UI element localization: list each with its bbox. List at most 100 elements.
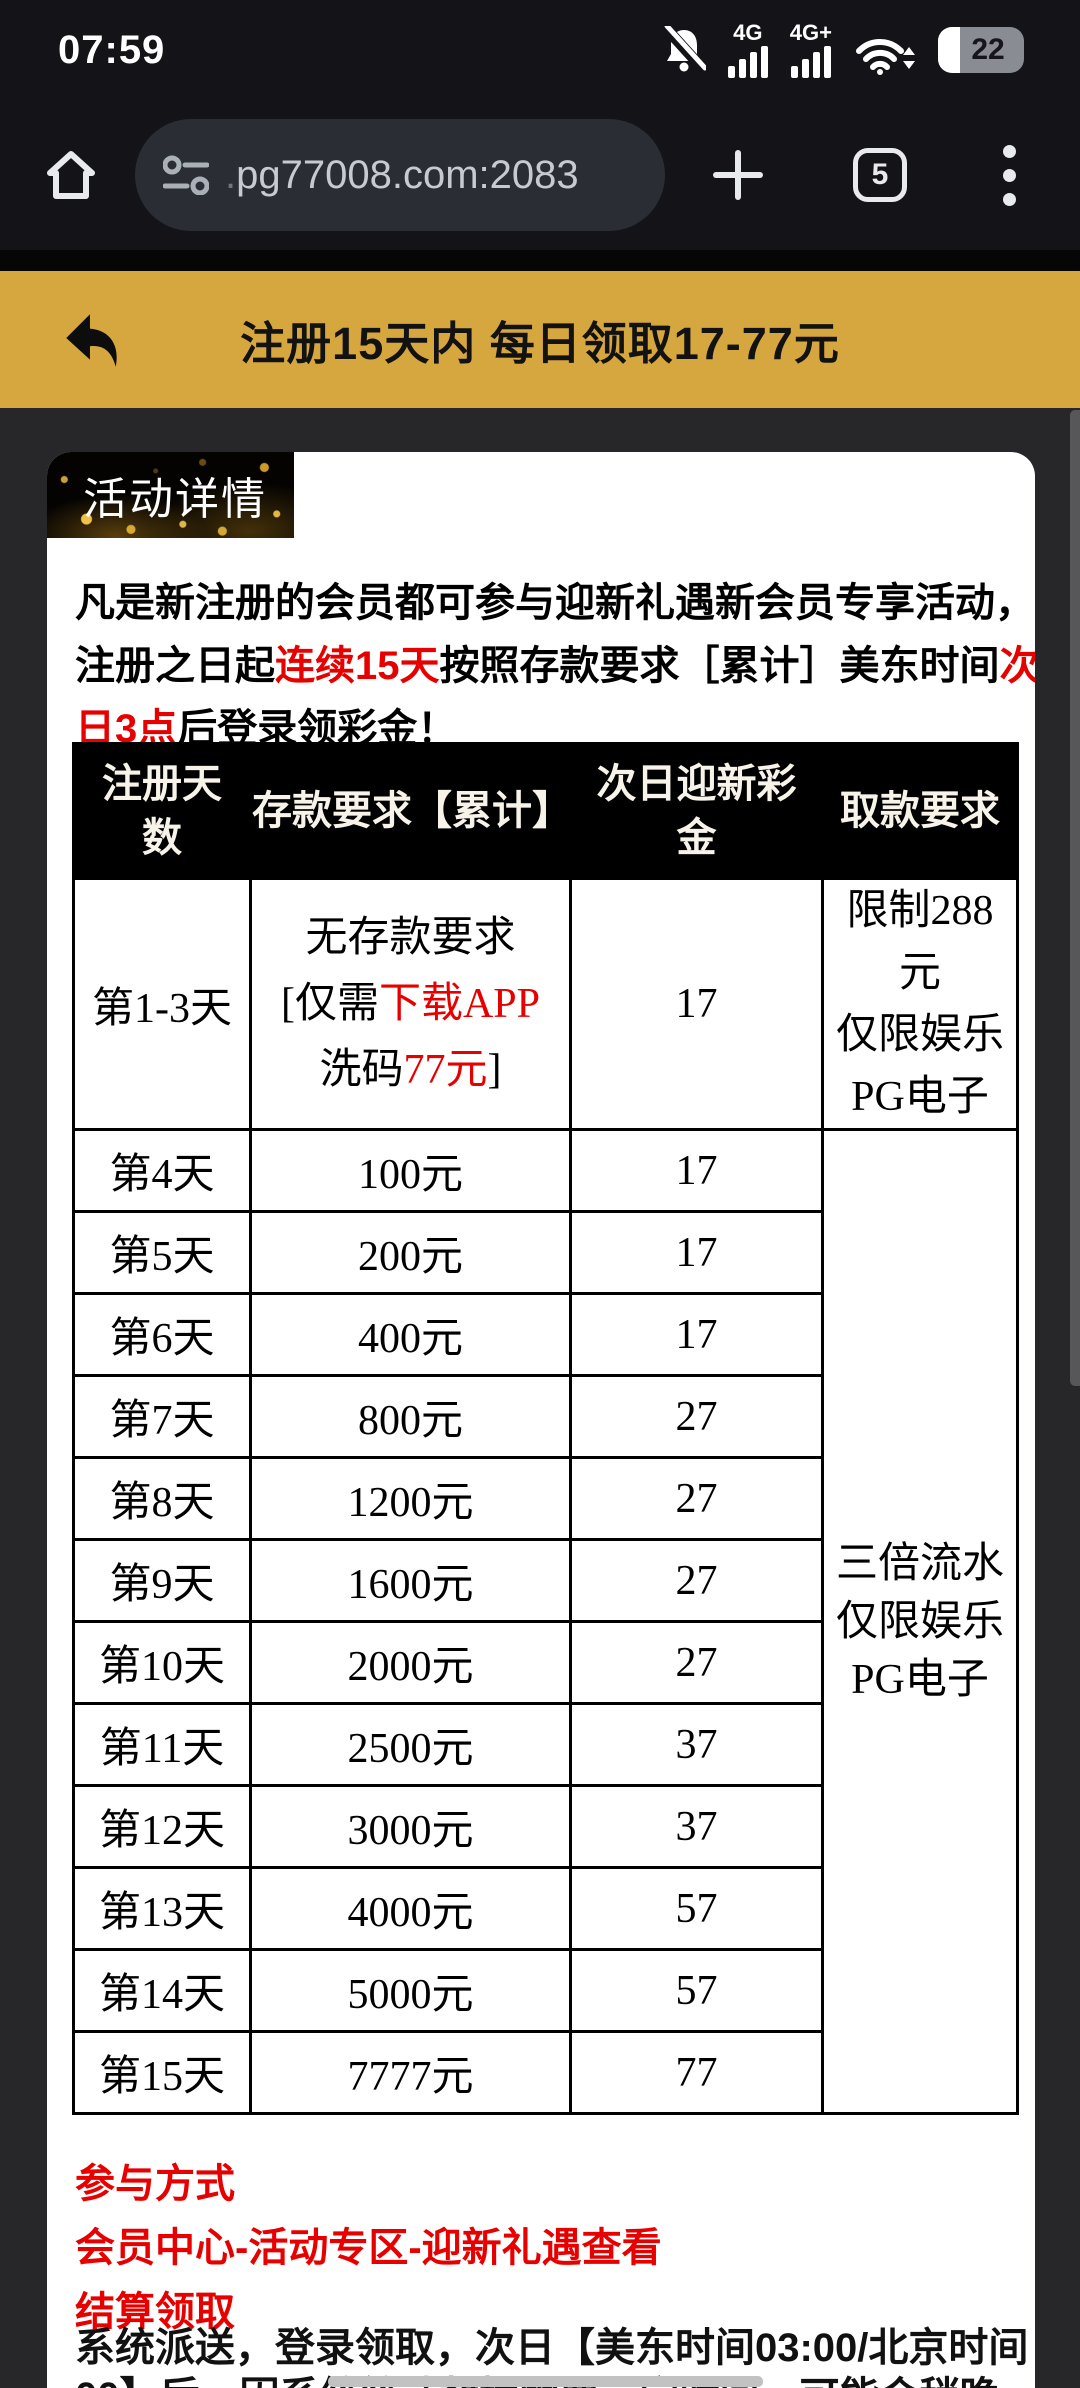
participation-instructions: 参与方式 会员中心-活动专区-迎新礼遇查看 结算领取 bbox=[75, 2152, 662, 2344]
url-bar[interactable]: .pg77008.com:2083 bbox=[135, 119, 665, 231]
deposit-cell: 2500元 bbox=[249, 1702, 572, 1787]
deposit-cell: 4000元 bbox=[249, 1866, 572, 1951]
text-segment: ] bbox=[487, 1047, 502, 1093]
text-segment: 注册之日起 bbox=[75, 644, 275, 688]
text-line: 结算领取 bbox=[75, 2290, 235, 2334]
text-line: 无存款要求 bbox=[252, 905, 569, 971]
promo-table: 注册天数存款要求【累计】 次日迎新彩金取款要求 第1-3天 无存款要求 [仅需下载AP… bbox=[72, 742, 1019, 2115]
table-row: 第5天 200元 17 bbox=[72, 1210, 1018, 1295]
bonus-cell: 57 bbox=[569, 1866, 824, 1951]
table-header-cell: 取款要求 bbox=[821, 742, 1019, 880]
notifications-muted-icon bbox=[661, 26, 706, 74]
deposit-cell: 2000元 bbox=[249, 1620, 572, 1705]
tab-count: 5 bbox=[871, 158, 889, 191]
home-button[interactable] bbox=[45, 149, 97, 201]
battery-percent: 22 bbox=[971, 33, 1005, 66]
table-header-cell: 存款要求【累计】 bbox=[249, 742, 572, 880]
horizontal-scrollbar[interactable] bbox=[328, 2376, 763, 2387]
withdraw-merged-cell: 三倍流水 仅限娱乐 PG电子 bbox=[821, 1128, 1019, 2115]
table-row: 第8天 1200元 27 bbox=[72, 1456, 1018, 1541]
text-segment: 凡是新注册的会员都可参与迎新礼遇新会员专享活动， bbox=[75, 581, 1035, 625]
promo-header: 注册15天内 每日领取17-77元 bbox=[0, 271, 1080, 408]
bonus-cell: 37 bbox=[569, 1702, 824, 1787]
text-segment: 按照存款要求［累计］美东时间 bbox=[439, 644, 1000, 688]
table-row: 第12天 3000元 37 bbox=[72, 1784, 1018, 1869]
day-cell: 第14天 bbox=[72, 1948, 252, 2033]
divider bbox=[0, 250, 1080, 271]
text-segment: [仅需 bbox=[280, 981, 379, 1027]
day-cell: 第11天 bbox=[72, 1702, 252, 1787]
text-segment: 下载APP bbox=[378, 981, 541, 1027]
day-cell: 第6天 bbox=[72, 1292, 252, 1377]
text-segment: 洗码 bbox=[319, 1047, 404, 1093]
bonus-cell: 27 bbox=[569, 1374, 824, 1459]
bonus-cell: 27 bbox=[569, 1620, 824, 1705]
menu-button[interactable] bbox=[1003, 144, 1016, 206]
bonus-cell: 17 bbox=[569, 877, 824, 1131]
deposit-cell: 800元 bbox=[249, 1374, 572, 1459]
promo-title: 注册15天内 每日领取17-77元 bbox=[240, 318, 840, 369]
text-line: 仅限娱乐 bbox=[835, 1012, 1004, 1058]
deposit-cell: 7777元 bbox=[249, 2030, 572, 2115]
status-icons: 4G 4G+ bbox=[661, 22, 1024, 78]
signal-4gplus-icon: 4G+ bbox=[790, 22, 832, 78]
day-cell: 第12天 bbox=[72, 1784, 252, 1869]
day-cell: 第5天 bbox=[72, 1210, 252, 1295]
text-segment: 次 bbox=[999, 644, 1036, 688]
text-line: 凡是新注册的会员都可参与迎新礼遇新会员专享活动， bbox=[75, 572, 1035, 635]
text-line: 三倍流水 bbox=[835, 1540, 1004, 1587]
promo-card: 活动详情 凡是新注册的会员都可参与迎新礼遇新会员专享活动， 注册之日起连续15天按… bbox=[47, 452, 1035, 2388]
deposit-cell: 5000元 bbox=[249, 1948, 572, 2033]
bonus-cell: 77 bbox=[569, 2030, 824, 2115]
day-cell: 第1-3天 bbox=[72, 877, 252, 1131]
bonus-cell: 27 bbox=[569, 1456, 824, 1541]
day-cell: 第13天 bbox=[72, 1866, 252, 1951]
battery-icon: 22 bbox=[938, 27, 1024, 73]
activity-detail-badge: 活动详情 bbox=[47, 452, 294, 538]
deposit-cell: 1600元 bbox=[249, 1538, 572, 1623]
table-row: 第9天 1600元 27 bbox=[72, 1538, 1018, 1623]
url-text: .pg77008.com:2083 bbox=[225, 152, 579, 197]
text-line: [仅需下载APP bbox=[252, 971, 569, 1037]
text-line: 元 bbox=[898, 950, 941, 996]
text-line: PG电子 bbox=[851, 1656, 989, 1703]
site-settings-icon[interactable] bbox=[163, 155, 209, 195]
vertical-scrollbar[interactable] bbox=[1070, 410, 1080, 1386]
day-cell: 第4天 bbox=[72, 1128, 252, 1213]
bonus-cell: 17 bbox=[569, 1292, 824, 1377]
deposit-cell: 400元 bbox=[249, 1292, 572, 1377]
bonus-cell: 57 bbox=[569, 1948, 824, 2033]
back-button[interactable] bbox=[58, 307, 124, 373]
table-row: 第13天 4000元 57 bbox=[72, 1866, 1018, 1951]
table-row: 第14天 5000元 57 bbox=[72, 1948, 1018, 2033]
signal-4g-icon: 4G bbox=[727, 22, 768, 78]
new-tab-button[interactable] bbox=[713, 150, 763, 200]
page-content: 活动详情 凡是新注册的会员都可参与迎新礼遇新会员专享活动， 注册之日起连续15天按… bbox=[0, 408, 1080, 2388]
table-row: 第7天 800元 27 bbox=[72, 1374, 1018, 1459]
table-row: 第11天 2500元 37 bbox=[72, 1702, 1018, 1787]
deposit-cell: 3000元 bbox=[249, 1784, 572, 1869]
table-header-cell: 次日迎新彩金 bbox=[569, 742, 824, 880]
table-row: 第10天 2000元 27 bbox=[72, 1620, 1018, 1705]
text-line: 会员中心-活动专区-迎新礼遇查看 bbox=[75, 2226, 662, 2270]
tab-switcher-button[interactable]: 5 bbox=[853, 148, 907, 202]
bonus-cell: 17 bbox=[569, 1210, 824, 1295]
day-cell: 第15天 bbox=[72, 2030, 252, 2115]
text-line: 系统派送，登录领取，次日【美东时间03:00/北京时间 bbox=[75, 2326, 1029, 2370]
text-line: PG电子 bbox=[851, 1074, 989, 1120]
bonus-cell: 27 bbox=[569, 1538, 824, 1623]
withdraw-cell: 限制288 元仅限娱乐 PG电子 bbox=[821, 877, 1019, 1131]
status-bar: 07:59 4G 4G+ bbox=[0, 0, 1080, 100]
text-line: 洗码77元] bbox=[252, 1037, 569, 1103]
clock: 07:59 bbox=[58, 27, 166, 72]
day-cell: 第7天 bbox=[72, 1374, 252, 1459]
intro-paragraph: 凡是新注册的会员都可参与迎新礼遇新会员专享活动， 注册之日起连续15天按照存款要求… bbox=[75, 572, 1035, 761]
text-segment: 连续15天 bbox=[275, 644, 440, 688]
day-cell: 第8天 bbox=[72, 1456, 252, 1541]
deposit-cell: 无存款要求 [仅需下载APP 洗码77元] bbox=[249, 877, 572, 1131]
browser-toolbar: .pg77008.com:2083 5 bbox=[0, 100, 1080, 250]
table-row: 第6天 400元 17 bbox=[72, 1292, 1018, 1377]
wifi-icon bbox=[854, 25, 916, 75]
day-cell: 第9天 bbox=[72, 1538, 252, 1623]
